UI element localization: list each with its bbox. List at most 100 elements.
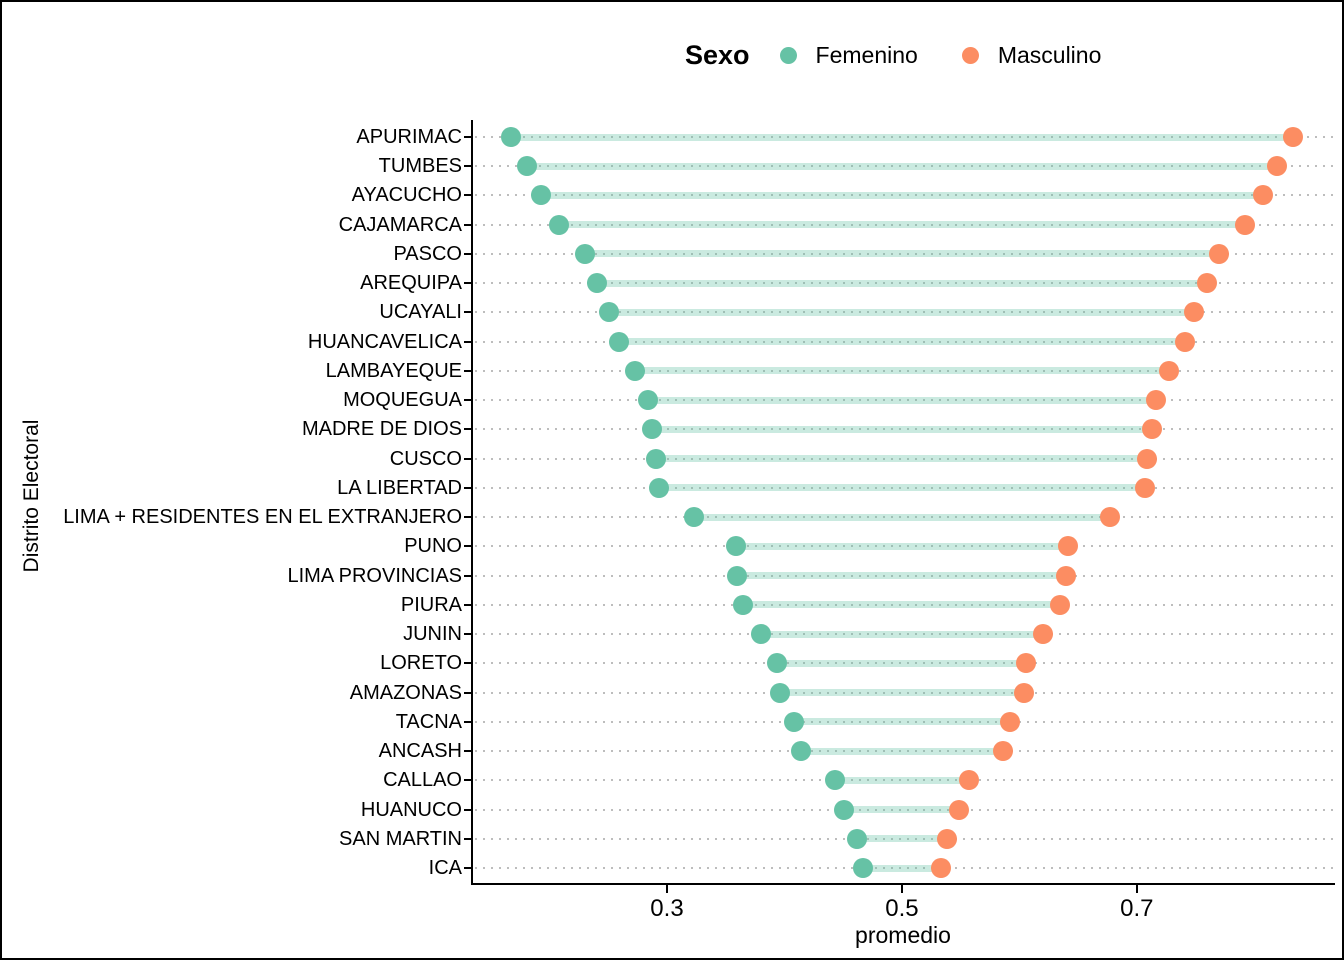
gridline xyxy=(475,194,1333,197)
y-axis-label: HUANCAVELICA xyxy=(307,330,462,353)
dot-masculino xyxy=(1137,448,1158,469)
gridline xyxy=(475,867,1333,869)
y-tick xyxy=(464,428,472,431)
dumbbell-connector xyxy=(656,455,1148,463)
gridline xyxy=(475,603,1333,606)
dot-masculino xyxy=(1234,214,1255,235)
gridline xyxy=(475,837,1333,840)
dot-femenino xyxy=(733,594,754,615)
dot-femenino xyxy=(769,682,790,703)
y-tick xyxy=(464,486,472,489)
y-axis-label: AYACUCHO xyxy=(351,184,462,207)
dot-masculino xyxy=(1184,302,1205,323)
x-axis-title: promedio xyxy=(855,922,951,948)
dot-masculino xyxy=(1142,419,1163,440)
x-tick xyxy=(665,885,668,893)
gridline xyxy=(475,399,1333,402)
dot-femenino xyxy=(727,565,748,586)
dumbbell-connector xyxy=(863,864,941,872)
gridline xyxy=(475,252,1333,255)
gridline xyxy=(475,633,1333,636)
dumbbell-connector xyxy=(558,221,1245,229)
dot-masculino xyxy=(930,858,951,878)
y-tick xyxy=(464,808,472,811)
dot-masculino xyxy=(1252,185,1273,206)
dot-femenino xyxy=(853,858,874,878)
y-axis-label: PASCO xyxy=(393,242,462,265)
y-tick xyxy=(464,165,472,168)
dot-masculino xyxy=(1057,536,1078,557)
dumbbell-connector xyxy=(658,484,1146,492)
gridline xyxy=(475,369,1333,372)
y-axis-label: UCAYALI xyxy=(379,301,462,324)
gridline xyxy=(475,340,1333,343)
dot-femenino xyxy=(608,331,629,352)
dot-masculino xyxy=(1056,565,1077,586)
dot-masculino xyxy=(1016,653,1037,674)
dot-femenino xyxy=(684,507,704,528)
gridline xyxy=(475,311,1333,314)
dot-femenino xyxy=(790,741,811,762)
dot-femenino xyxy=(500,127,521,147)
y-tick xyxy=(464,340,472,343)
dot-masculino xyxy=(999,711,1020,732)
gridline xyxy=(475,516,1333,519)
y-tick xyxy=(464,633,472,636)
y-axis-label: AREQUIPA xyxy=(360,272,462,295)
dumbbell-connector xyxy=(651,425,1153,433)
y-tick xyxy=(464,223,472,226)
dot-femenino xyxy=(641,419,662,440)
dot-femenino xyxy=(517,156,538,177)
y-axis-label: CALLAO xyxy=(383,769,462,792)
y-tick xyxy=(464,720,472,723)
dumbbell-connector xyxy=(596,279,1208,287)
dot-femenino xyxy=(531,185,552,206)
dumbbell-connector xyxy=(737,572,1067,580)
dot-masculino xyxy=(1032,624,1053,645)
dumbbell-connector xyxy=(541,191,1263,199)
dot-masculino xyxy=(1014,682,1035,703)
dot-masculino xyxy=(1266,156,1287,177)
legend-item-label: Masculino xyxy=(997,41,1102,68)
dot-femenino xyxy=(625,360,646,381)
gridline xyxy=(475,750,1333,753)
y-tick xyxy=(464,603,472,606)
dot-femenino xyxy=(824,770,845,791)
y-tick xyxy=(464,691,472,694)
dumbbell-connector xyxy=(844,806,960,814)
dot-masculino xyxy=(1283,127,1304,147)
dumbbell-connector xyxy=(584,250,1220,258)
x-tick-label: 0.5 xyxy=(885,895,919,922)
dot-femenino xyxy=(599,302,620,323)
dot-masculino xyxy=(936,828,957,849)
masculino-dot-icon xyxy=(961,46,979,64)
y-axis-label: LIMA PROVINCIAS xyxy=(287,564,463,587)
dot-femenino xyxy=(847,828,868,849)
dumbbell-connector xyxy=(857,835,947,843)
y-tick xyxy=(464,457,472,460)
dot-femenino xyxy=(726,536,747,557)
dot-masculino xyxy=(1135,477,1156,498)
y-tick xyxy=(464,252,472,255)
dot-masculino xyxy=(1099,507,1120,528)
legend-item-masculino: Masculino xyxy=(961,41,1102,69)
dot-masculino xyxy=(949,799,970,820)
dot-femenino xyxy=(574,243,595,264)
legend-item-label: Femenino xyxy=(815,41,918,68)
dot-femenino xyxy=(638,390,659,411)
dumbbell-connector xyxy=(760,630,1043,638)
y-tick xyxy=(464,867,472,869)
y-axis-label: LAMBAYEQUE xyxy=(325,359,462,382)
y-axis-label: LORETO xyxy=(380,652,462,675)
gridline xyxy=(475,223,1333,226)
y-axis-label: TACNA xyxy=(395,710,462,733)
dot-masculino xyxy=(1197,273,1218,294)
y-axis-label: PIURA xyxy=(400,593,462,616)
dot-masculino xyxy=(1050,594,1071,615)
dumbbell-connector xyxy=(510,133,1294,141)
femenino-dot-icon xyxy=(779,46,797,64)
y-tick xyxy=(464,369,472,372)
y-axis-label: TUMBES xyxy=(378,155,462,178)
x-tick xyxy=(900,885,903,893)
